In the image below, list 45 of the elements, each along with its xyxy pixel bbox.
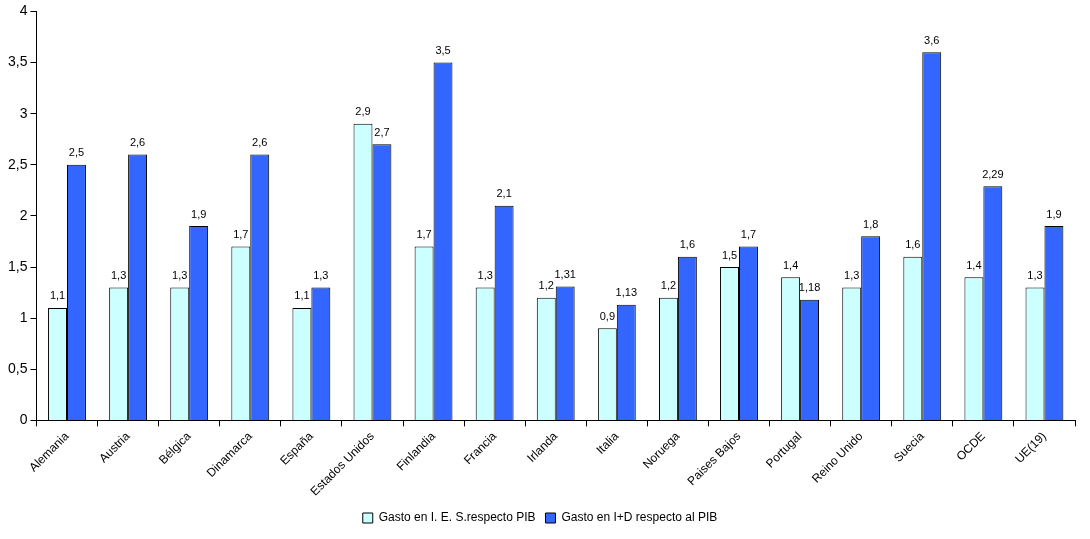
data-label: 1,2 xyxy=(660,279,677,292)
x-tick-label: Italia xyxy=(593,428,622,457)
data-label: 2,1 xyxy=(496,187,512,200)
data-label: 1,7 xyxy=(740,228,757,241)
y-tick-label: 2,5 xyxy=(7,155,28,172)
data-label: 2,7 xyxy=(374,125,390,138)
y-tick-label: 3 xyxy=(19,104,28,121)
data-label: 1,13 xyxy=(615,286,637,299)
data-label: 3,5 xyxy=(435,44,451,57)
y-tick-label: 0 xyxy=(19,411,28,428)
data-label: 1,7 xyxy=(233,228,249,241)
data-label: 1,3 xyxy=(844,269,860,281)
y-tick-label: 2 xyxy=(19,206,28,223)
data-label: 1,3 xyxy=(172,269,188,281)
data-label: 1,31 xyxy=(554,267,576,280)
data-label: 1,9 xyxy=(1046,207,1062,220)
data-label: 1,6 xyxy=(905,238,921,251)
data-label: 1,3 xyxy=(110,269,127,281)
data-label: 1,5 xyxy=(721,248,738,261)
data-label: 2,5 xyxy=(68,146,85,159)
legend-label: Gasto en I+D respecto al PIB xyxy=(561,510,718,525)
y-tick-label: 1,5 xyxy=(7,257,28,274)
data-label: 1,3 xyxy=(1027,269,1043,281)
data-label: 3,6 xyxy=(924,33,940,46)
data-label: 1,9 xyxy=(191,207,207,220)
y-tick-label: 1 xyxy=(19,309,28,325)
data-label: 1,1 xyxy=(294,289,310,302)
legend-label: Gasto en I. E. S.respecto PIB xyxy=(378,510,536,525)
y-tick-label: 4 xyxy=(19,2,28,19)
data-label: 2,6 xyxy=(129,136,146,149)
data-label: 2,9 xyxy=(355,105,371,118)
y-tick-label: 0,5 xyxy=(7,360,28,377)
data-label: 1,1 xyxy=(49,289,66,302)
data-label: 1,4 xyxy=(782,258,799,271)
data-label: 2,6 xyxy=(252,136,268,149)
data-label: 1,3 xyxy=(313,269,329,281)
data-label: 1,7 xyxy=(416,228,432,241)
data-label: 0,9 xyxy=(599,309,615,322)
data-label: 1,8 xyxy=(863,217,879,230)
data-label: 1,2 xyxy=(538,279,554,292)
data-label: 1,6 xyxy=(679,238,696,251)
data-label: 1,3 xyxy=(477,269,493,281)
data-label: 1,4 xyxy=(966,258,982,271)
y-tick-label: 3,5 xyxy=(7,53,28,70)
data-label: 2,29 xyxy=(982,167,1004,180)
